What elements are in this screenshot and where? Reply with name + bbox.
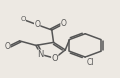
Text: O: O [51, 54, 58, 63]
Text: Cl: Cl [86, 58, 94, 67]
Text: N: N [37, 50, 44, 59]
Text: O: O [34, 20, 40, 29]
Text: O: O [4, 42, 10, 51]
Text: O: O [20, 16, 26, 22]
Text: O: O [61, 19, 66, 28]
